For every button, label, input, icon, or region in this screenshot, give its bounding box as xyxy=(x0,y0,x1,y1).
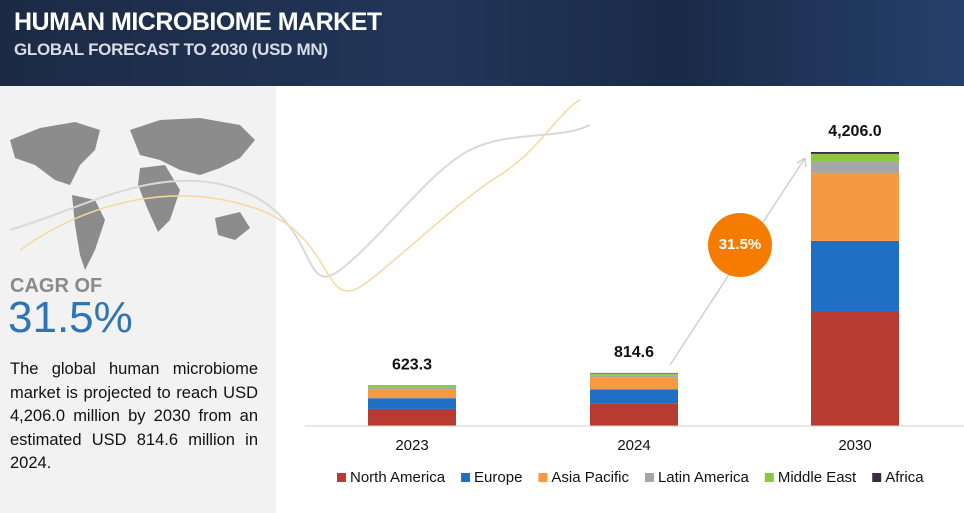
legend-label: Europe xyxy=(474,469,522,486)
bar-segment xyxy=(368,385,456,388)
bar-segment xyxy=(590,377,678,390)
decor-curve xyxy=(19,99,581,292)
legend-swatch xyxy=(461,473,471,482)
bar-segment xyxy=(811,172,899,241)
bar-segment xyxy=(368,387,456,390)
x-tick-label: 2023 xyxy=(395,437,428,454)
title: HUMAN MICROBIOME MARKET xyxy=(14,8,382,36)
bar-segment xyxy=(811,310,899,426)
bar-segment xyxy=(368,398,456,409)
cagr-label: CAGR OF xyxy=(10,275,103,297)
subtitle: GLOBAL FORECAST TO 2030 (USD MN) xyxy=(14,40,328,59)
legend-swatch xyxy=(644,473,654,482)
legend-label: Middle East xyxy=(778,469,857,486)
cagr-bubble-label: 31.5% xyxy=(719,236,762,253)
bar-segment xyxy=(590,375,678,378)
cagr-value: 31.5% xyxy=(8,293,133,342)
bar-segment xyxy=(811,240,899,311)
x-tick-label: 2024 xyxy=(617,437,650,454)
cagr-bubble xyxy=(708,213,772,277)
bar-segment xyxy=(811,153,899,162)
header: HUMAN MICROBIOME MARKET GLOBAL FORECAST … xyxy=(0,0,964,86)
bar-segment xyxy=(590,389,678,404)
bar-segment xyxy=(368,408,456,426)
total-label: 4,206.0 xyxy=(828,123,881,140)
x-tick-label: 2030 xyxy=(838,437,871,454)
legend-swatch xyxy=(872,473,882,482)
legend-label: Latin America xyxy=(658,469,750,486)
legend-swatch xyxy=(764,473,774,482)
total-label: 814.6 xyxy=(614,344,654,361)
legend-label: Asia Pacific xyxy=(551,469,629,486)
arrow-head xyxy=(796,157,807,168)
decor-curve xyxy=(9,124,591,278)
bar-segment xyxy=(368,389,456,399)
description: The global human microbiome market is pr… xyxy=(10,360,258,472)
total-label: 623.3 xyxy=(392,357,432,374)
bar-segment xyxy=(811,161,899,173)
bar-segment xyxy=(590,403,678,426)
legend-swatch xyxy=(538,473,548,482)
world-map xyxy=(10,118,255,270)
legend-swatch xyxy=(337,473,346,482)
bar-segment xyxy=(811,152,899,154)
legend-label: Africa xyxy=(885,469,924,486)
bar-segment xyxy=(590,373,678,376)
legend-label: North America xyxy=(350,469,446,486)
